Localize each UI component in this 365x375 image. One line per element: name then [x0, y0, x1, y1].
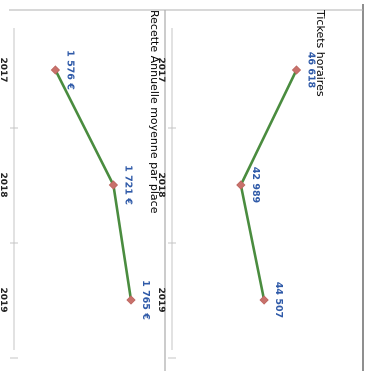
data-point-marker	[126, 295, 136, 305]
x-tick-label: 2019	[0, 287, 8, 312]
x-tick-label: 2018	[0, 172, 8, 197]
data-label: 44 507	[273, 282, 284, 318]
chart-title: Tickets horaires	[314, 9, 327, 97]
x-tick-label: 2017	[156, 57, 166, 82]
x-tick-label: 2017	[0, 57, 8, 82]
data-label: 1 576 €	[64, 50, 75, 90]
data-point-marker	[236, 180, 246, 190]
data-point-marker	[291, 65, 302, 75]
x-tick-label: 2018	[156, 172, 166, 197]
data-point-marker	[259, 295, 269, 305]
data-label: 1 765 €	[140, 280, 151, 320]
chart-title: Recette Annuelle moyenne par place	[148, 10, 161, 214]
data-label: 46 618	[305, 52, 316, 89]
data-point-marker	[50, 65, 61, 75]
data-label: 1 721 €	[122, 165, 133, 205]
data-label: 42 989	[250, 167, 261, 203]
x-tick-label: 2019	[156, 287, 166, 312]
recette-annuelle-panel: Recette Annuelle moyenne par place 2017 2…	[0, 10, 161, 359]
data-point-marker	[108, 180, 119, 190]
series-line	[54, 69, 133, 301]
tickets-horaires-panel: Tickets horaires 2017 2018 2019 46 618 42 9…	[156, 9, 327, 359]
